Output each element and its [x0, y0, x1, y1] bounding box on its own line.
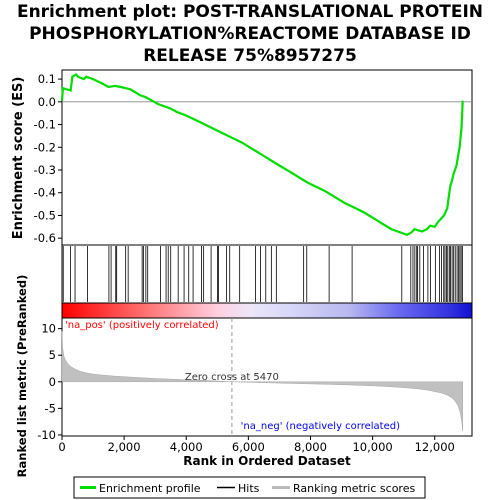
- x-tick-label: 6,000: [232, 440, 265, 454]
- es-y-tick-label: -0.4: [34, 186, 56, 200]
- x-axis-ticks: 0 2,000 4,000 6,000 8,000 10,000 12,000: [58, 436, 455, 454]
- hits-panel: [61, 244, 473, 304]
- es-y-tick-label: -0.2: [34, 140, 56, 154]
- metric-y-tick-label: 0: [49, 375, 56, 389]
- legend-enrichment-label: Enrichment profile: [99, 482, 201, 495]
- x-axis-label: Rank in Ordered Dataset: [183, 454, 351, 468]
- metric-y-axis-label: Ranked list metric (PreRanked): [15, 275, 29, 478]
- legend-box: [73, 476, 426, 499]
- es-panel: 0.1 0.0 -0.1 -0.2 -0.3 -0.4 -0.5 -0.6 Enrichmen…: [11, 69, 473, 246]
- metric-y-ticks: 10 5 0 -5 -10: [37, 322, 62, 442]
- x-tick-label: 2,000: [108, 440, 141, 454]
- chart-title-line-3: RELEASE 75%8957275: [143, 46, 357, 66]
- es-y-ticks: 0.1 0.0 -0.1 -0.2 -0.3 -0.4 -0.5 -0.6: [34, 72, 62, 245]
- es-y-axis-label: Enrichment score (ES): [11, 77, 26, 240]
- metric-y-tick-label: -5: [45, 401, 56, 415]
- metric-y-tick-label: -10: [37, 428, 56, 442]
- legend-hits-label: Hits: [238, 482, 260, 495]
- es-y-tick-label: -0.6: [34, 231, 56, 245]
- neg-correlated-label: 'na_neg' (negatively correlated): [241, 421, 400, 432]
- rank-color-bar: [61, 302, 473, 319]
- x-tick-label: 10,000: [352, 440, 392, 454]
- hits-panel-frame: [61, 244, 473, 304]
- enrichment-profile-line: [60, 73, 464, 236]
- es-y-tick-label: 0.1: [38, 72, 56, 86]
- x-tick-label: 8,000: [294, 440, 327, 454]
- es-y-tick-label: -0.5: [34, 208, 56, 222]
- rank-color-bar-fill: [61, 302, 473, 319]
- x-tick-label: 4,000: [170, 440, 203, 454]
- es-y-tick-label: -0.1: [34, 118, 56, 132]
- chart-title-line-2: PHOSPHORYLATION%REACTOME DATABASE ID: [29, 24, 471, 44]
- es-y-tick-label: 0.0: [38, 95, 56, 109]
- x-tick-label: 12,000: [415, 440, 455, 454]
- zero-cross-label: Zero cross at 5470: [185, 372, 279, 383]
- x-tick-label: 0: [58, 440, 65, 454]
- metric-y-tick-label: 5: [49, 348, 56, 362]
- legend: Enrichment profile Hits Ranking metric s…: [73, 476, 426, 499]
- metric-panel: Zero cross at 5470 'na_pos' (positively …: [15, 275, 473, 478]
- metric-y-tick-label: 10: [41, 322, 56, 336]
- hit-markers: [62, 246, 463, 302]
- chart-title-line-1: Enrichment plot: POST-TRANSLATIONAL PROT…: [17, 2, 483, 22]
- legend-metric-label: Ranking metric scores: [293, 482, 415, 495]
- es-y-tick-label: -0.3: [34, 163, 56, 177]
- pos-correlated-label: 'na_pos' (positively correlated): [65, 320, 219, 331]
